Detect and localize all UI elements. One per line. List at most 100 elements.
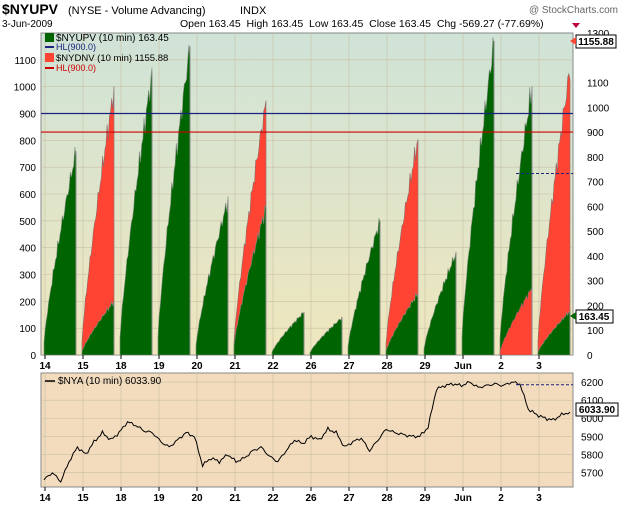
session-label: 20 [191,361,203,372]
nyupv-area [271,312,305,355]
volume-areas [43,37,571,355]
legend-nya-label: $NYA (10 min) 6033.90 [58,376,162,387]
legend: $NYUPV (10 min) 163.45 HL(900.0) $NYDNV … [45,33,169,73]
session-label: 20 [191,493,203,504]
index-tick-label: 5800 [581,450,604,461]
left-tick-label: 300 [19,271,36,282]
left-tick-label: 700 [19,163,36,174]
nyupv-area [43,146,77,355]
left-tick-label: 500 [19,217,36,228]
session-label: Jun [454,493,472,504]
session-label: 14 [39,493,51,504]
right-tick-label: 300 [587,277,604,288]
session-label: 21 [229,493,241,504]
session-label: 19 [153,361,165,372]
session-label: 18 [115,361,127,372]
index-grid [41,373,573,487]
nyupv-area [309,316,343,355]
index-tick-label: 5700 [581,469,604,480]
session-label: 15 [77,493,89,504]
index-panel [40,372,574,488]
session-axis-ticks: 14 15 18 19 20 21 22 26 27 28 29 Jun 2 3 [39,355,542,372]
index-tick-label: 6200 [581,378,604,389]
session-label: 22 [267,493,279,504]
down-value-tag-text: 1155.88 [578,37,614,48]
legend-up-label: $NYUPV (10 min) 163.45 [56,33,169,44]
session-label: 18 [115,493,127,504]
up-value-tag-text: 163.45 [579,312,610,323]
left-tick-label: 1000 [14,83,37,94]
legend-swatch-down [45,53,54,62]
nydnv-area [385,139,419,355]
nyupv-area [423,251,457,355]
session-label: 2 [498,493,504,504]
session-label: 22 [267,361,279,372]
session-label: 26 [305,361,317,372]
index-tick-label: 6100 [581,396,604,407]
index-session-ticks: 14 15 18 19 20 21 22 26 27 28 29 Jun 2 3 [39,487,542,504]
session-label: 2 [498,361,504,372]
nydnv-area [499,288,533,355]
nyupv-area [157,44,191,355]
session-label: 14 [39,361,51,372]
left-tick-label: 0 [30,351,36,362]
legend-swatch-up [45,33,54,42]
session-label: 3 [536,493,542,504]
right-tick-label: 200 [587,301,604,312]
left-tick-label: 900 [19,110,36,121]
right-tick-label: 1100 [587,79,609,90]
nydnv-area [81,86,115,355]
session-label: 21 [229,361,241,372]
quote-summary: Open 163.45 High 163.45 Low 163.45 Close… [180,18,544,30]
nyupv-area [81,300,115,355]
nyupv-area [195,196,229,355]
right-tick-label: 700 [587,178,604,189]
legend-hl-down-label: HL(900.0) [56,63,96,73]
right-tick-label: 100 [587,326,604,337]
nyupv-area [233,204,267,355]
nyupv-area [461,37,495,355]
down-arrow-icon [572,23,580,28]
session-label: 15 [77,361,89,372]
left-axis-ticks: 0 100 200 300 400 500 600 700 800 900 1000 1100 [14,56,37,362]
nyupv-area [537,310,571,355]
session-label: 27 [343,361,355,372]
nya-line [43,380,571,483]
nyupv-area [347,218,381,355]
security-name: (NYSE - Volume Advancing) [68,5,206,17]
ticker-symbol: $NYUPV [2,1,59,17]
exchange-label: INDX [240,5,267,17]
left-tick-label: 200 [19,297,36,308]
session-label: 29 [419,493,431,504]
right-tick-label: 500 [587,227,604,238]
right-tick-label: 600 [587,202,604,213]
left-tick-label: 100 [19,324,36,335]
index-line-layer [43,380,573,483]
nyupv-area [499,86,533,355]
right-tick-label: 0 [587,351,593,362]
horizontal-lines [41,112,573,174]
quote-date: 3-Jun-2009 [2,19,53,30]
right-tick-label: 1000 [587,103,610,114]
up-value-tag: 163.45 [570,309,614,324]
session-label: 26 [305,493,317,504]
legend-hl-up-label: HL(900.0) [56,42,96,52]
index-tick-label: 5900 [581,432,604,443]
stockcharts-watermark: @ StockCharts.com [529,5,618,16]
right-tick-label: 400 [587,252,604,263]
left-tick-label: 1100 [14,56,36,67]
session-label: 28 [381,361,393,372]
down-value-tag: 1155.88 [570,34,617,49]
index-tick-label: 6000 [581,414,604,425]
nya-value-tag: 6033.90 [575,402,619,417]
left-tick-label: 400 [19,244,36,255]
session-label: 29 [419,361,431,372]
nyupv-area [385,292,419,355]
legend-down-label: $NYDNV (10 min) 1155.88 [56,53,168,64]
right-tick-label: 900 [587,128,604,139]
session-label: 19 [153,493,165,504]
session-label: Jun [454,361,472,372]
session-label: 27 [343,493,355,504]
nydnv-area [537,72,571,355]
